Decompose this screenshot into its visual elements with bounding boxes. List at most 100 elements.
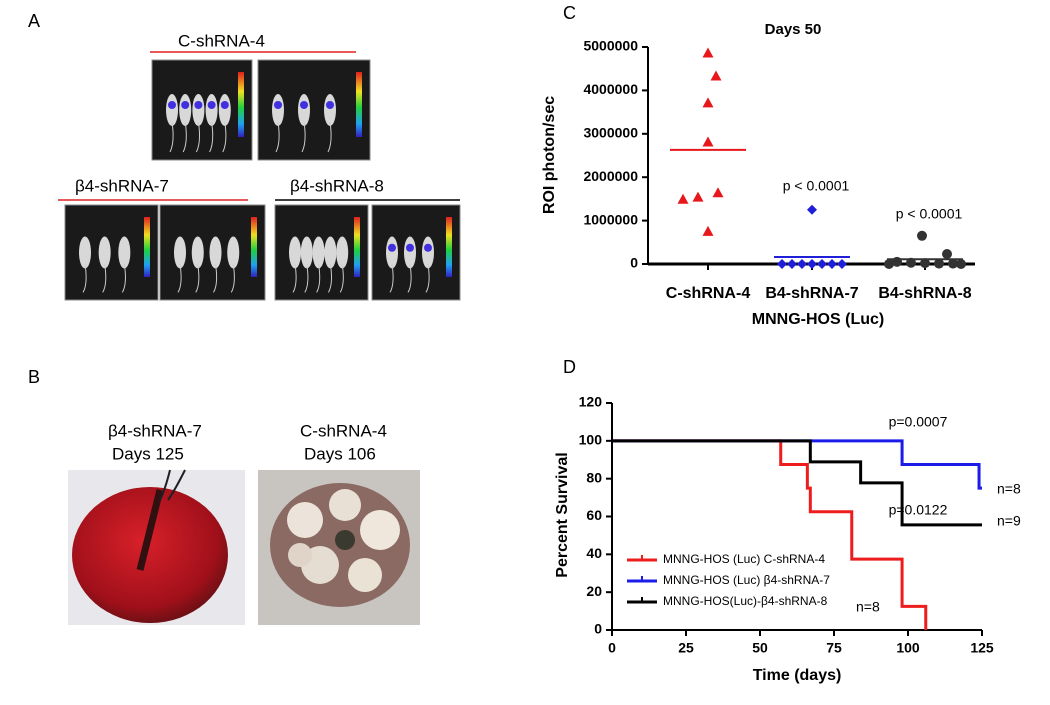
y-tick-label: 1000000: [583, 211, 638, 227]
lung-photo: [258, 470, 420, 625]
photo-label: C-shRNA-4: [300, 421, 387, 440]
mouse: [118, 236, 131, 269]
point: [807, 204, 817, 215]
imaging-photos: [64, 59, 461, 301]
signal: [168, 101, 176, 109]
x-tick-label: 0: [608, 640, 616, 656]
group-label: β4-shRNA-7: [75, 176, 169, 195]
color-scale: [251, 217, 257, 277]
mouse: [386, 236, 398, 269]
x-tick-label: B4-shRNA-8: [878, 285, 971, 302]
mouse-tail: [102, 263, 107, 293]
photo-label: Days 125: [112, 444, 184, 463]
n-label: n=8: [856, 599, 880, 615]
y-axis-title: Percent Survival: [554, 452, 571, 577]
mouse-tail: [177, 263, 182, 293]
survival-line: [612, 439, 982, 527]
point: [956, 259, 966, 269]
panel-label: A: [28, 11, 40, 31]
y-tick-label: 40: [586, 545, 602, 561]
point: [710, 70, 722, 81]
mouse: [166, 94, 178, 126]
panel-label: D: [563, 357, 576, 377]
point: [797, 259, 807, 269]
mouse: [300, 236, 313, 269]
mouse-tail: [195, 121, 201, 153]
p-value: p=0.0122: [889, 502, 948, 518]
y-axis-title: ROI photon/sec: [541, 96, 558, 214]
y-tick-label: 3000000: [583, 125, 638, 141]
mouse: [272, 94, 284, 126]
panel-label: B: [28, 367, 40, 387]
x-tick-label: C-shRNA-4: [666, 285, 751, 302]
x-tick-label: 25: [678, 640, 694, 656]
mouse-tail: [389, 263, 394, 293]
p-value: p=0.0007: [889, 414, 948, 430]
survival-line: [612, 439, 928, 630]
x-axis-title: MNNG-HOS (Luc): [752, 311, 884, 328]
mouse: [179, 94, 192, 126]
group-label: C-shRNA-4: [178, 31, 265, 50]
charts: C Days 50 ROI photon/sec MNNG-HOS (Luc) 0 100…: [541, 3, 1021, 684]
mouse-tail: [169, 121, 174, 153]
mouse-tail: [407, 263, 412, 293]
y-tick-label: 80: [586, 469, 602, 485]
color-scale: [238, 72, 244, 137]
point: [677, 193, 689, 204]
color-scale: [446, 217, 452, 277]
signal: [181, 101, 190, 109]
mouse: [324, 236, 337, 269]
point: [827, 259, 837, 269]
point: [702, 97, 714, 108]
point: [807, 259, 817, 269]
point: [942, 249, 952, 260]
mouse: [174, 236, 186, 269]
mouse: [298, 94, 310, 126]
signal: [207, 101, 216, 109]
mouse: [209, 236, 222, 269]
mouse: [336, 236, 349, 269]
mouse: [218, 94, 231, 126]
y-tick-label: 120: [579, 394, 603, 410]
x-tick-label: 125: [970, 640, 994, 656]
mouse: [289, 236, 301, 269]
n-label: n=9: [997, 513, 1021, 529]
signal: [388, 243, 396, 252]
mouse-tail: [213, 263, 218, 293]
point: [934, 258, 944, 269]
mouse: [79, 236, 91, 269]
y-tick-label: 5000000: [583, 38, 638, 54]
point: [702, 47, 714, 58]
mouse-tail: [82, 263, 87, 293]
point: [837, 259, 847, 269]
point: [787, 259, 797, 269]
mouse: [312, 236, 325, 269]
color-scale: [354, 217, 360, 277]
point: [777, 259, 787, 269]
mouse: [227, 236, 240, 269]
mouse: [98, 236, 111, 269]
y-tick-label: 60: [586, 507, 602, 523]
panel-label: C: [563, 3, 576, 23]
point: [702, 136, 714, 147]
mouse-tail: [195, 263, 200, 293]
signal: [220, 101, 229, 109]
survival-line: [612, 439, 982, 490]
legend-label: MNNG-HOS(Luc)-β4-shRNA-8: [663, 594, 828, 608]
point: [948, 258, 958, 269]
mouse: [324, 94, 336, 126]
mouse-tail: [425, 263, 430, 293]
point: [920, 258, 930, 269]
signal: [406, 243, 414, 252]
mouse-tail: [339, 263, 344, 293]
y-tick-label: 20: [586, 583, 602, 599]
point: [692, 191, 704, 202]
legend-label: MNNG-HOS (Luc) β4-shRNA-7: [663, 573, 830, 587]
mouse-tail: [292, 263, 297, 293]
n-label: n=8: [997, 481, 1021, 497]
mouse-tail: [222, 121, 227, 153]
signal: [300, 101, 308, 109]
mouse: [205, 94, 218, 126]
y-tick-label: 2000000: [583, 168, 638, 184]
